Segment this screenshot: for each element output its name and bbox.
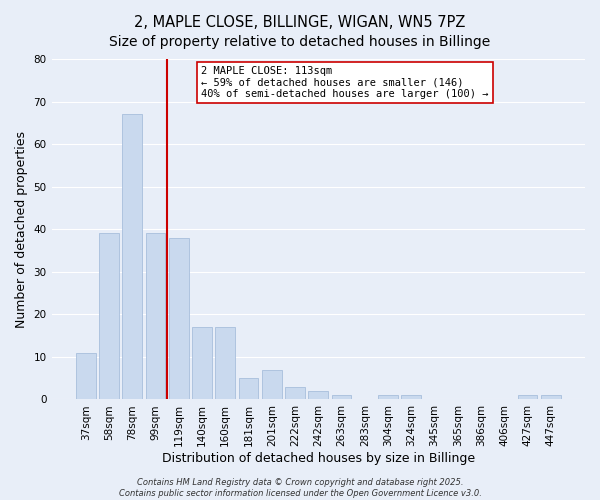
Bar [332,395,352,400]
X-axis label: Distribution of detached houses by size in Billinge: Distribution of detached houses by size … [162,452,475,465]
Bar [146,234,166,400]
Y-axis label: Number of detached properties: Number of detached properties [15,130,28,328]
Bar [192,327,212,400]
Bar [285,386,305,400]
Bar [99,234,119,400]
Bar [122,114,142,400]
Text: Size of property relative to detached houses in Billinge: Size of property relative to detached ho… [109,35,491,49]
Text: Contains HM Land Registry data © Crown copyright and database right 2025.
Contai: Contains HM Land Registry data © Crown c… [119,478,481,498]
Text: 2 MAPLE CLOSE: 113sqm
← 59% of detached houses are smaller (146)
40% of semi-det: 2 MAPLE CLOSE: 113sqm ← 59% of detached … [201,66,488,99]
Bar [518,395,538,400]
Bar [215,327,235,400]
Bar [169,238,188,400]
Text: 2, MAPLE CLOSE, BILLINGE, WIGAN, WN5 7PZ: 2, MAPLE CLOSE, BILLINGE, WIGAN, WN5 7PZ [134,15,466,30]
Bar [262,370,281,400]
Bar [401,395,421,400]
Bar [541,395,561,400]
Bar [308,391,328,400]
Bar [239,378,259,400]
Bar [378,395,398,400]
Bar [76,352,95,400]
